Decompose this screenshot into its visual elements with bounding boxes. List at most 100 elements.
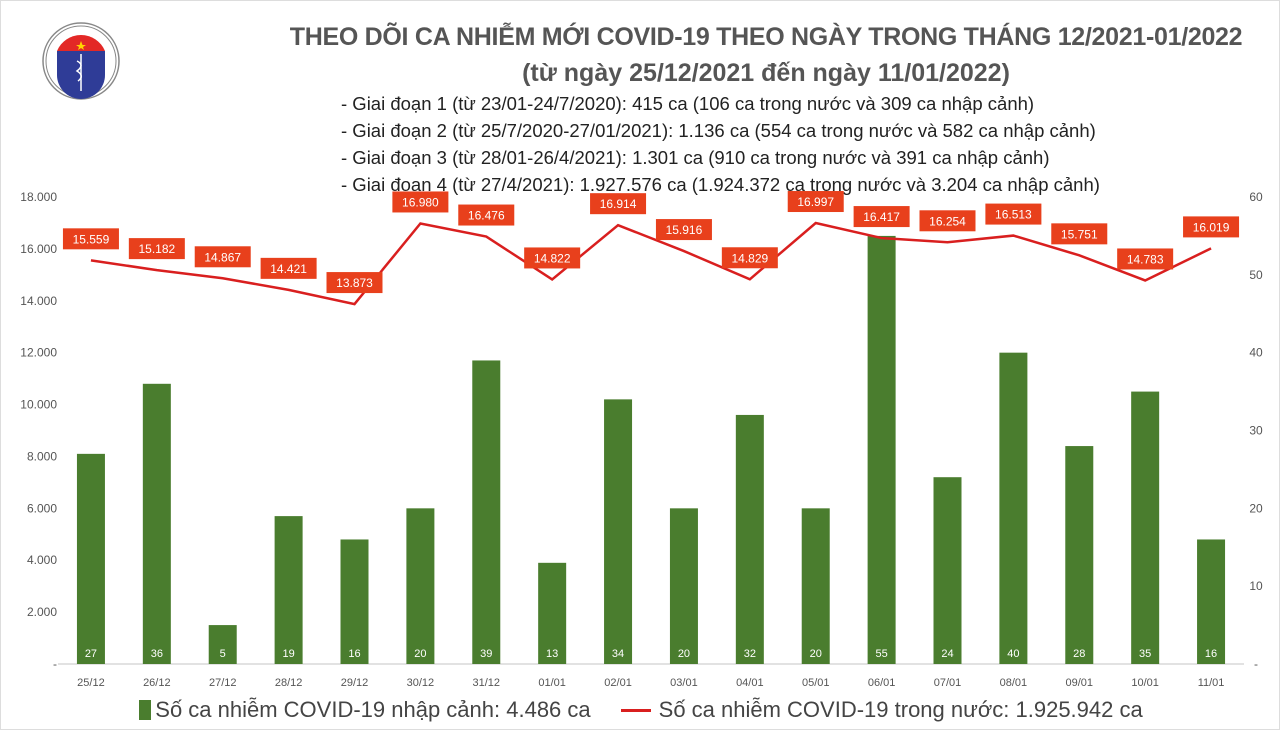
bar [999,352,1028,664]
line-label-box [194,246,251,268]
left-axis-tick: 6.000 [27,501,57,515]
bar [538,562,567,664]
right-axis-tick: 40 [1249,346,1263,360]
x-axis-tick: 08/01 [1000,677,1028,689]
line-data-label: 15.182 [138,242,175,256]
bar-data-label: 35 [1139,648,1151,660]
line-label-box [655,219,712,241]
chart-subtitle: (từ ngày 25/12/2021 đến ngày 11/01/2022) [522,59,1010,87]
left-axis-tick: - [53,657,57,671]
bar-data-label: 20 [810,648,822,660]
line-data-label: 16.914 [600,197,637,211]
line-label-box [458,204,515,226]
x-axis-tick: 02/01 [604,677,632,689]
legend-item-bar: Số ca nhiễm COVID-19 nhập cảnh: 4.486 ca [139,697,591,723]
x-axis-tick: 06/01 [868,677,896,689]
line-label-box [1117,248,1174,270]
bar-data-label: 5 [220,648,226,660]
line-data-label: 16.997 [797,195,834,209]
line-label-box [919,210,976,232]
chart-title: THEO DÕI CA NHIỄM MỚI COVID-19 THEO NGÀY… [289,23,1243,51]
bar [340,539,369,664]
bar [1065,446,1094,664]
line-label-box [787,191,844,213]
bar [274,516,303,664]
legend-label-line: Số ca nhiễm COVID-19 trong nước: 1.925.9… [658,697,1143,722]
x-axis-tick: 25/12 [77,677,105,689]
line-data-label: 16.019 [1193,220,1230,234]
x-axis-tick: 26/12 [143,677,171,689]
stage-3-text: - Giai đoạn 3 (từ 28/01-26/4/2021): 1.30… [341,147,1050,168]
bar [801,508,830,664]
line-data-label: 16.980 [402,195,439,209]
legend: Số ca nhiễm COVID-19 nhập cảnh: 4.486 ca… [1,697,1279,723]
stage-4-text: - Giai đoạn 4 (từ 27/4/2021): 1.927.576 … [341,174,1100,195]
x-axis-tick: 29/12 [341,677,369,689]
bar-data-label: 20 [414,648,426,660]
line-data-label: 15.916 [666,223,703,237]
x-axis-tick: 28/12 [275,677,303,689]
right-axis-tick: 50 [1249,268,1263,282]
bar [472,360,501,664]
x-axis-tick: 03/01 [670,677,698,689]
bar [1197,539,1226,664]
line-label-box [260,257,317,279]
bar-data-label: 19 [282,648,294,660]
x-axis-tick: 01/01 [538,677,566,689]
bar-data-label: 16 [348,648,360,660]
bar-data-label: 20 [678,648,690,660]
line-data-label: 16.476 [468,209,505,223]
line-label-box [721,247,778,269]
bar [142,383,171,664]
bar-data-label: 27 [85,648,97,660]
line-data-label: 16.417 [863,210,900,224]
line-data-label: 14.783 [1127,252,1164,266]
left-axis-tick: 8.000 [27,449,57,463]
bar [208,625,237,664]
x-axis-tick: 07/01 [934,677,962,689]
left-axis-tick: 14.000 [20,294,57,308]
left-axis-tick: 16.000 [20,242,57,256]
line-label-box [128,238,185,260]
bar-data-label: 36 [151,648,163,660]
right-axis-tick: 60 [1249,190,1263,204]
ministry-of-health-logo [41,21,121,106]
line-label-box [590,193,647,215]
x-axis-tick: 31/12 [473,677,501,689]
right-axis-tick: 10 [1249,579,1263,593]
bar-data-label: 28 [1073,648,1085,660]
stage-1-text: - Giai đoạn 1 (từ 23/01-24/7/2020): 415 … [341,93,1035,114]
x-axis-tick: 11/01 [1198,677,1225,689]
line-label-box [392,191,449,213]
bar [867,235,896,664]
line-data-label: 14.822 [534,251,571,265]
bar [933,477,962,664]
x-axis-tick: 30/12 [407,677,435,689]
bar-data-label: 24 [941,648,953,660]
bar-data-label: 32 [744,648,756,660]
bar-data-label: 13 [546,648,558,660]
bar-data-label: 55 [875,648,887,660]
legend-swatch-line [620,708,651,712]
left-axis-tick: 4.000 [27,553,57,567]
left-axis-tick: 18.000 [20,190,57,204]
bar-data-label: 39 [480,648,492,660]
left-axis-tick: 10.000 [20,398,57,412]
x-axis-tick: 09/01 [1066,677,1094,689]
x-axis-tick: 27/12 [209,677,237,689]
bar [669,508,698,664]
bar-data-label: 16 [1205,648,1217,660]
line-series [90,221,1212,306]
x-axis-tick: 05/01 [802,677,830,689]
line-data-label: 14.829 [731,251,768,265]
line-data-label: 16.254 [929,214,966,228]
line-data-label: 16.513 [995,208,1032,222]
bar [604,399,633,664]
line-data-label: 13.873 [336,276,373,290]
right-axis-tick: 20 [1249,501,1263,515]
bar [1131,391,1160,664]
line-label-box [1183,216,1240,238]
left-axis-tick: 12.000 [20,346,57,360]
